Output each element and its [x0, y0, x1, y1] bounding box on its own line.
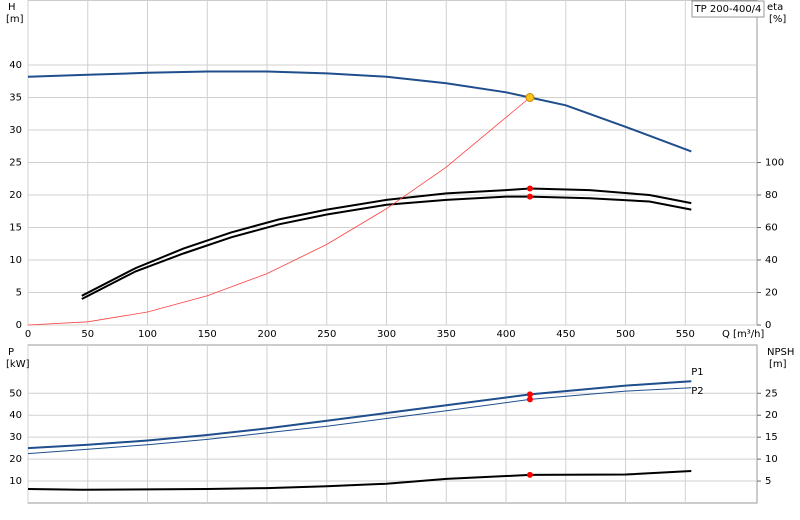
y-tick-label: 20	[9, 454, 22, 465]
y2-axis-unit: [%]	[769, 14, 786, 25]
y-tick-label: 25	[9, 158, 22, 169]
series-line	[27, 470, 692, 491]
title-box	[691, 0, 765, 18]
x-tick-label: 250	[317, 329, 336, 340]
y2-tick-label: 25	[765, 388, 778, 399]
y-tick-label: 40	[9, 410, 22, 421]
series-label: P2	[691, 386, 703, 397]
duty-point	[526, 391, 533, 398]
y2-tick-label: 20	[765, 410, 778, 421]
y-tick-label: 15	[9, 223, 22, 234]
y2-tick-label: 40	[765, 255, 778, 266]
y-axis-label: P	[8, 347, 14, 358]
y-tick-label: 50	[9, 388, 22, 399]
x-tick-label: 500	[616, 329, 635, 340]
y2-tick-label: 80	[765, 190, 778, 201]
series-line	[27, 387, 692, 455]
y-tick-label: 20	[9, 190, 22, 201]
y-tick-label: 40	[9, 60, 22, 71]
chart-title: TP 200-400/4	[694, 4, 762, 15]
x-tick-label: 200	[257, 329, 276, 340]
y2-tick-label: 0	[765, 320, 771, 331]
x-tick-label: 450	[556, 329, 575, 340]
y-tick-label: 0	[16, 320, 22, 331]
y2-tick-label: 100	[765, 158, 784, 169]
series-line	[81, 187, 692, 297]
y2-axis-label: NPSH	[767, 347, 794, 358]
y2-tick-label: 60	[765, 223, 778, 234]
duty-point	[525, 93, 535, 102]
y2-tick-label: 20	[765, 288, 778, 299]
y2-axis-unit: [m]	[769, 359, 787, 370]
y-tick-label: 10	[9, 255, 22, 266]
x-tick-label: 100	[138, 329, 157, 340]
x-tick-label: 300	[377, 329, 396, 340]
y-tick-label: 5	[16, 288, 22, 299]
y2-tick-label: 10	[765, 454, 778, 465]
series-label: P1	[691, 367, 703, 378]
duty-point	[526, 396, 533, 403]
y-tick-label: 35	[9, 93, 22, 104]
x-tick-label: 350	[437, 329, 456, 340]
series-line	[81, 195, 692, 300]
y-axis-label: H	[8, 2, 16, 13]
series-line	[27, 97, 531, 326]
x-tick-label: 50	[81, 329, 94, 340]
duty-point	[526, 185, 533, 192]
plot-area	[27, 344, 758, 504]
y2-tick-label: 15	[765, 432, 778, 443]
x-tick-label: 550	[676, 329, 695, 340]
y-axis-unit: [m]	[6, 14, 24, 25]
duty-point	[526, 193, 533, 200]
x-tick-label: 0	[25, 329, 31, 340]
y2-axis-label: eta	[767, 2, 783, 13]
x-tick-label: 400	[496, 329, 515, 340]
series-line	[27, 380, 692, 450]
y-tick-label: 30	[9, 432, 22, 443]
x-tick-label: 150	[198, 329, 217, 340]
x-axis-label: Q [m³/h]	[722, 329, 764, 340]
y-tick-label: 10	[9, 476, 22, 487]
y-axis-unit: [kW]	[6, 359, 30, 370]
y2-tick-label: 5	[765, 476, 771, 487]
series-line	[27, 70, 692, 153]
y-tick-label: 30	[9, 125, 22, 136]
duty-point	[526, 471, 533, 478]
